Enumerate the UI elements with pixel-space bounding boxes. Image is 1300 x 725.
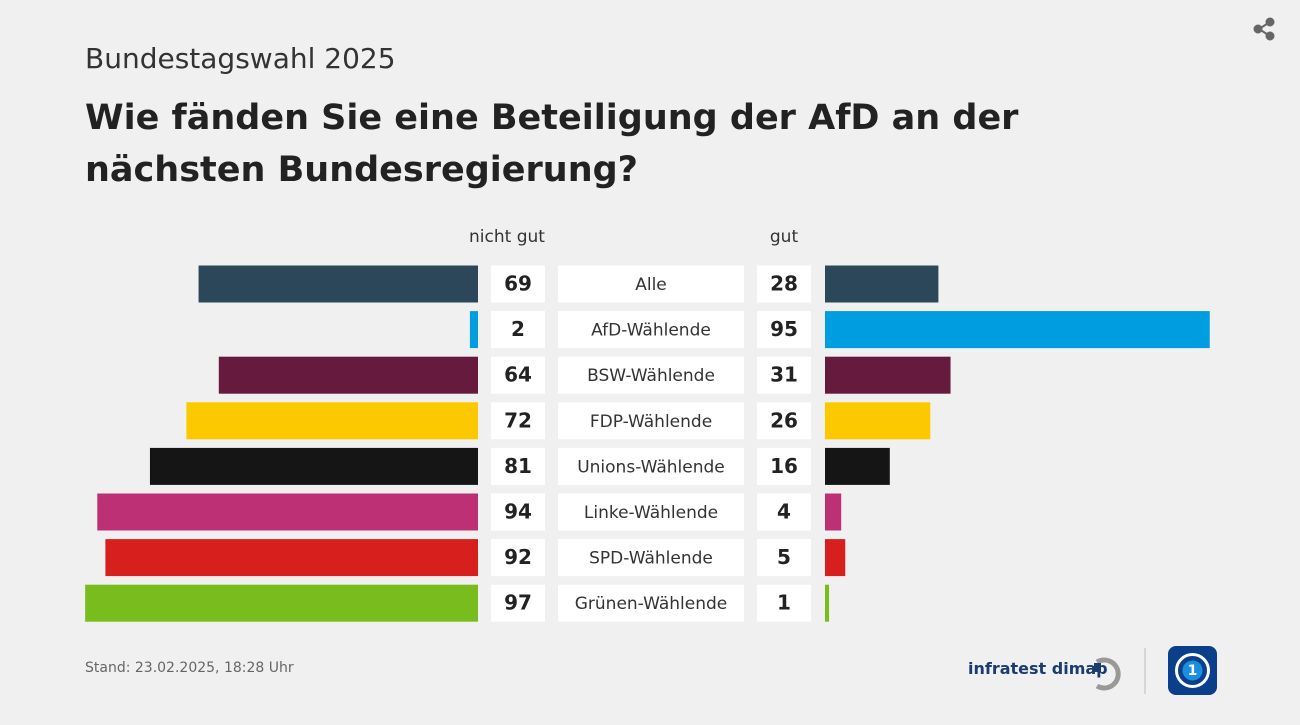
- bar: [186, 402, 478, 440]
- value-box: [491, 356, 545, 394]
- share-icon[interactable]: [1253, 17, 1275, 41]
- bar: [825, 356, 951, 394]
- bar: [825, 447, 890, 485]
- svg-text:1: 1: [1188, 663, 1198, 679]
- ard-logo: 1: [1168, 646, 1217, 695]
- value-label: 97: [504, 591, 532, 615]
- label-box: [558, 311, 744, 349]
- stand-date: Stand: 23.02.2025, 18:28 Uhr: [85, 660, 294, 676]
- category-label: Alle: [635, 275, 667, 295]
- bar: [825, 402, 931, 440]
- value-box: [491, 539, 545, 577]
- value-label: 81: [504, 454, 532, 478]
- category-label: AfD-Wählende: [591, 321, 711, 341]
- value-box: [491, 493, 545, 531]
- value-label: 72: [504, 408, 532, 432]
- bar: [105, 539, 479, 577]
- bar: [825, 584, 830, 622]
- value-box: [757, 356, 811, 394]
- value-box: [491, 311, 545, 349]
- series-header: nicht gut: [469, 227, 545, 247]
- bar: [825, 493, 842, 531]
- value-box: [757, 493, 811, 531]
- value-label: 1: [777, 591, 791, 615]
- label-box: [558, 584, 744, 622]
- value-box: [491, 447, 545, 485]
- category-label: Unions-Wählende: [577, 457, 725, 477]
- value-box: [757, 311, 811, 349]
- category-label: SPD-Wählende: [589, 549, 713, 569]
- bar: [218, 356, 479, 394]
- label-box: [558, 356, 744, 394]
- bar: [825, 539, 846, 577]
- series-header: gut: [770, 227, 799, 247]
- value-label: 64: [504, 363, 532, 387]
- chart-title: Wie fänden Sie eine Beteiligung der AfD …: [85, 98, 1019, 190]
- label-box: [558, 265, 744, 303]
- label-box: [558, 539, 744, 577]
- subtitle: Bundestagswahl 2025: [85, 42, 396, 75]
- bar: [825, 311, 1210, 349]
- value-box: [491, 584, 545, 622]
- category-label: Linke-Wählende: [584, 503, 718, 523]
- value-label: 5: [777, 545, 791, 569]
- bar: [97, 493, 479, 531]
- value-box: [757, 265, 811, 303]
- value-box: [757, 584, 811, 622]
- value-label: 94: [504, 500, 532, 524]
- infratest-logo: [1094, 657, 1121, 691]
- label-box: [558, 493, 744, 531]
- value-label: 31: [770, 363, 798, 387]
- value-label: 4: [777, 500, 791, 524]
- brand-name: infratest dimap: [968, 659, 1108, 678]
- bar: [198, 265, 479, 303]
- bar: [149, 447, 478, 485]
- value-label: 16: [770, 454, 798, 478]
- bar: [469, 311, 478, 349]
- category-label: BSW-Wählende: [587, 366, 715, 386]
- value-box: [491, 402, 545, 440]
- value-box: [757, 447, 811, 485]
- value-box: [757, 402, 811, 440]
- bar: [825, 265, 939, 303]
- value-box: [757, 539, 811, 577]
- value-box: [491, 265, 545, 303]
- value-label: 28: [770, 272, 798, 296]
- bar: [85, 584, 479, 622]
- category-label: FDP-Wählende: [590, 412, 712, 432]
- value-label: 26: [770, 408, 798, 432]
- value-label: 69: [504, 272, 532, 296]
- label-box: [558, 402, 744, 440]
- label-box: [558, 447, 744, 485]
- category-label: Grünen-Wählende: [575, 594, 728, 614]
- value-label: 92: [504, 545, 532, 569]
- value-label: 2: [511, 317, 525, 341]
- value-label: 95: [770, 317, 798, 341]
